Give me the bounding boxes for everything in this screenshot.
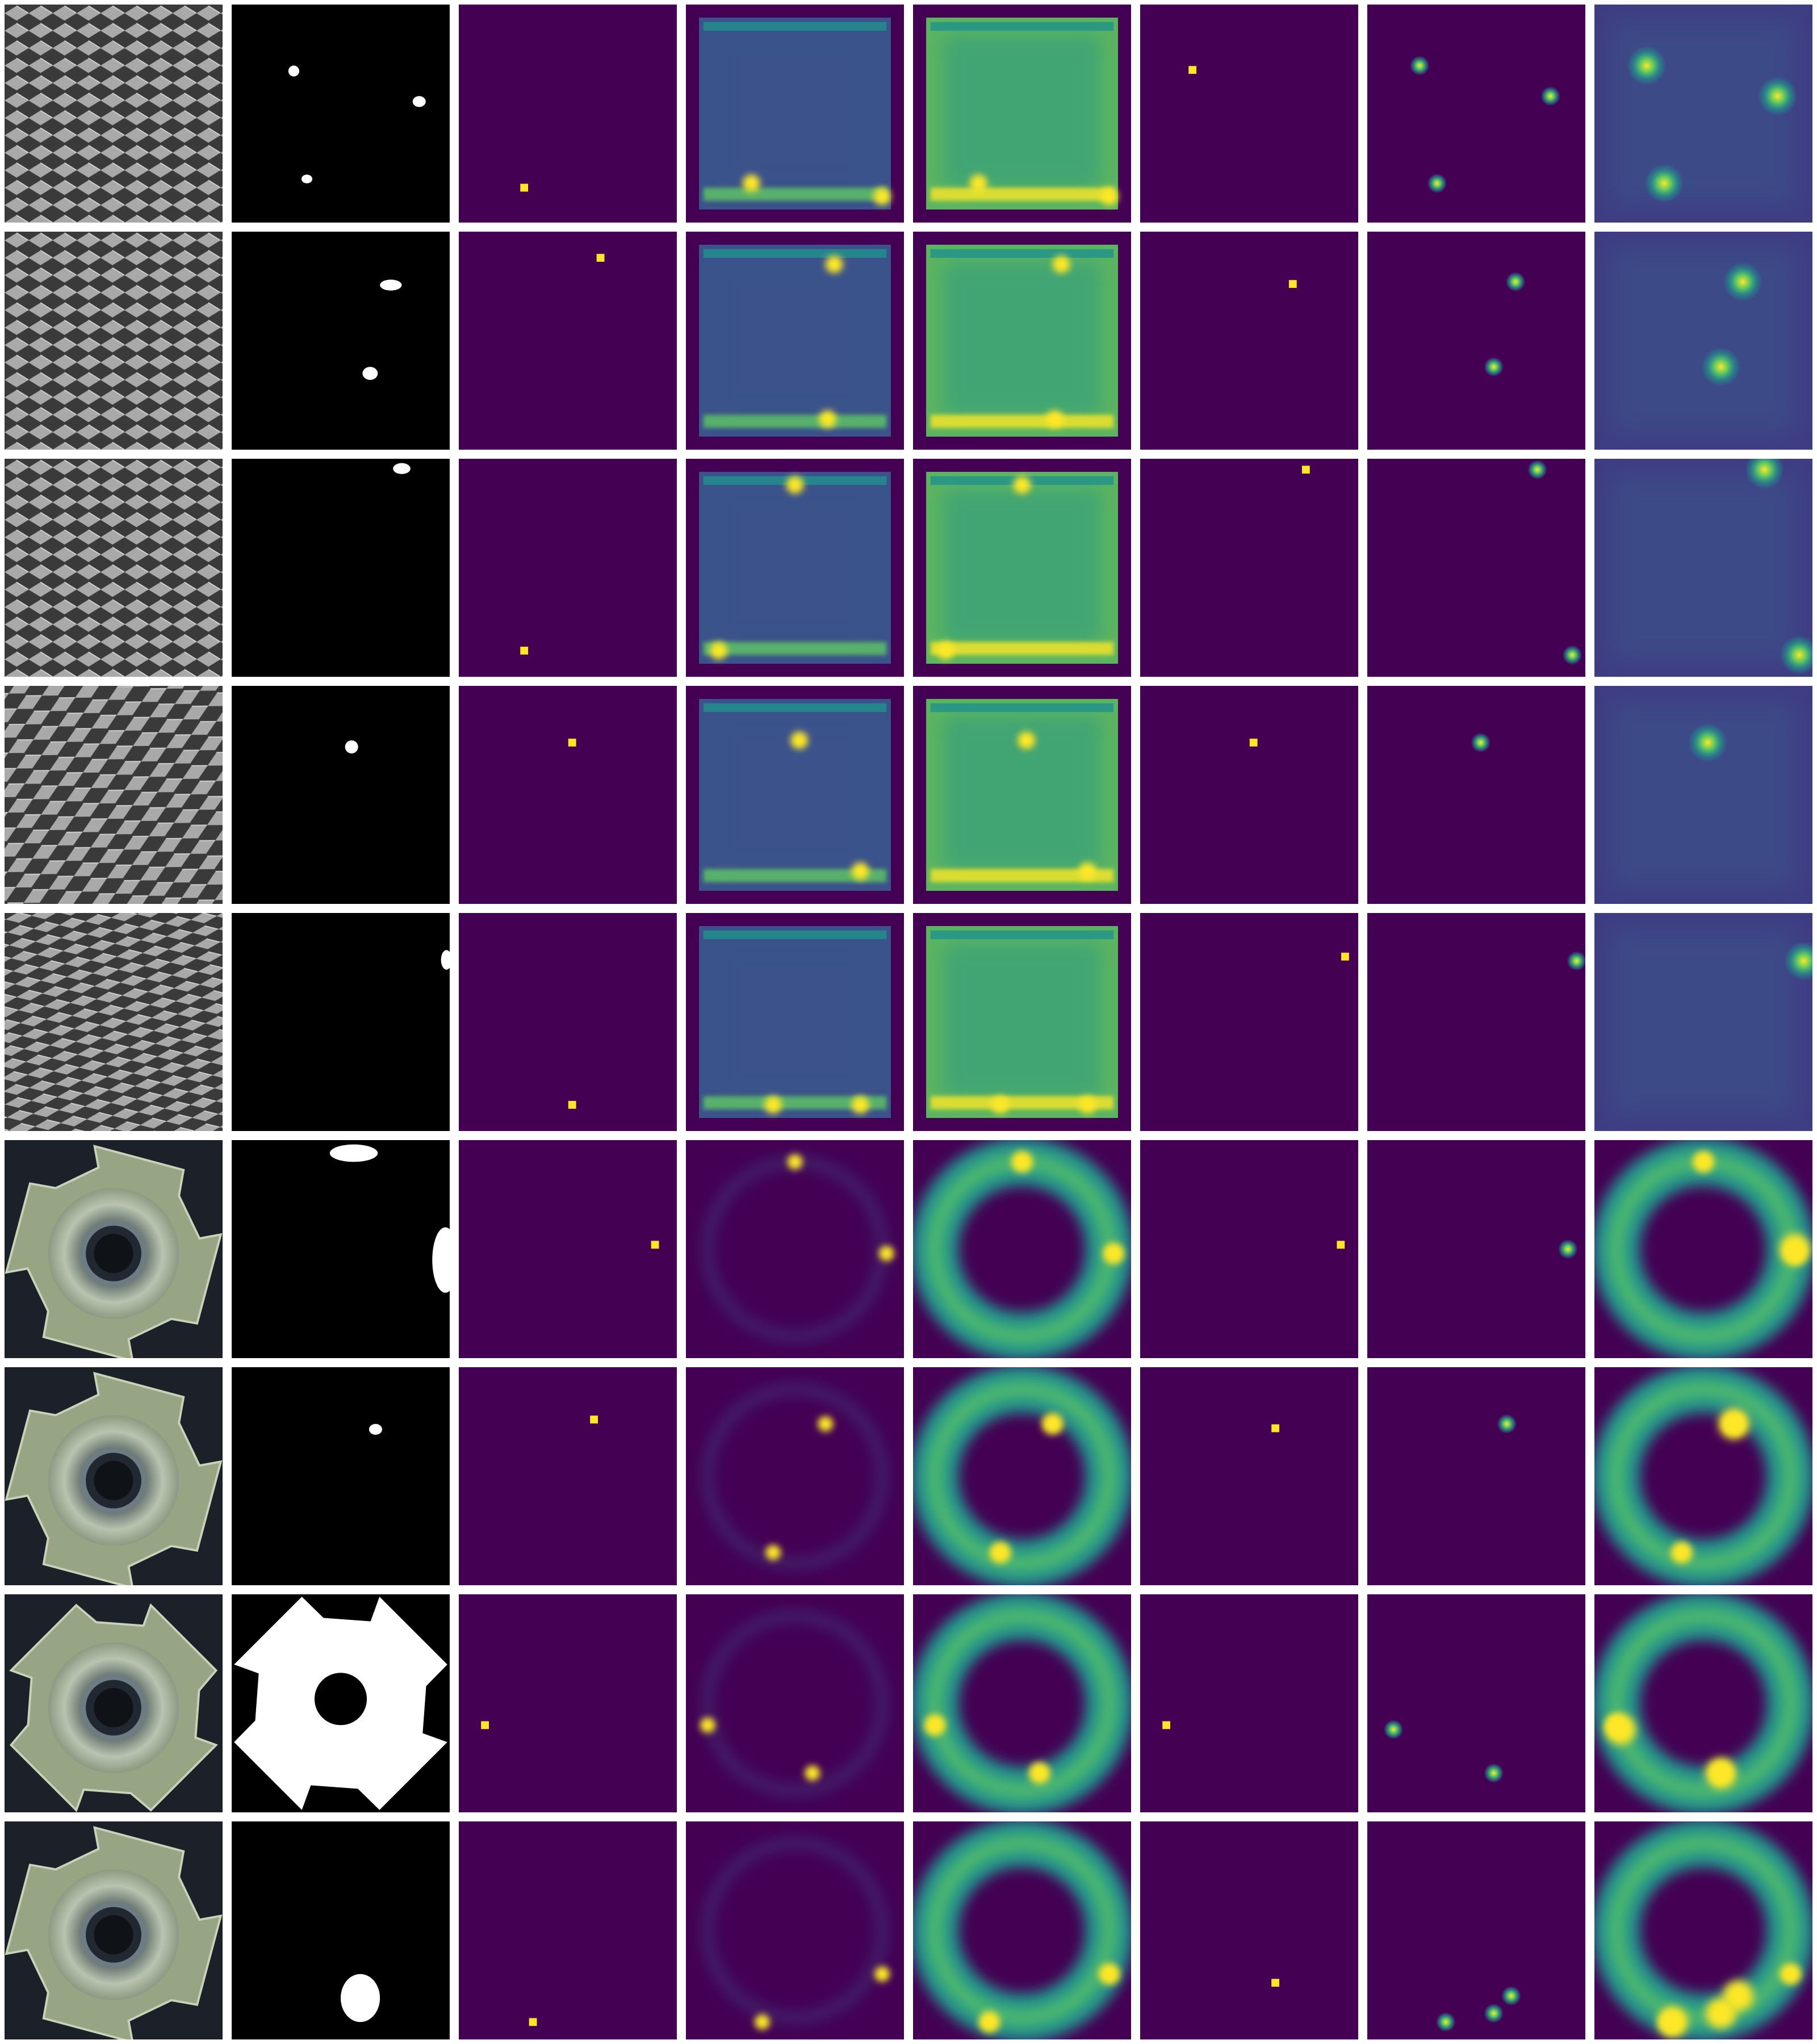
ground-truth-mask-r9 (232, 1821, 450, 2039)
anomaly-heatmap-c-r3 (1367, 459, 1585, 677)
ground-truth-mask-r4 (232, 686, 450, 904)
anomaly-heatmap-b-r5 (913, 913, 1131, 1131)
input-image-r2 (5, 232, 223, 450)
anomaly-heatmap-d-r3 (1594, 459, 1812, 677)
anomaly-heatmap-b-r8 (913, 1594, 1131, 1812)
argmax-peak-map-r7 (459, 1367, 677, 1585)
anomaly-heatmap-a-r3 (686, 459, 904, 677)
anomaly-heatmap-a-r9 (686, 1821, 904, 2039)
anomaly-heatmap-c-r2 (1367, 232, 1585, 450)
argmax-peak-map-r6 (459, 1140, 677, 1358)
anomaly-heatmap-a-r4 (686, 686, 904, 904)
anomaly-heatmap-d-r4 (1594, 686, 1812, 904)
anomaly-heatmap-d-r8 (1594, 1594, 1812, 1812)
argmax-peak-map-b-r9 (1140, 1821, 1358, 2039)
ground-truth-mask-r7 (232, 1367, 450, 1585)
argmax-peak-map-r8 (459, 1594, 677, 1812)
input-image-r6 (5, 1140, 223, 1358)
input-image-r4 (5, 686, 223, 904)
anomaly-heatmap-c-r5 (1367, 913, 1585, 1131)
argmax-peak-map-r5 (459, 913, 677, 1131)
ground-truth-mask-r1 (232, 5, 450, 223)
argmax-peak-map-r4 (459, 686, 677, 904)
argmax-peak-map-r2 (459, 232, 677, 450)
anomaly-heatmap-d-r9 (1594, 1821, 1812, 2039)
input-image-r9 (5, 1821, 223, 2039)
anomaly-heatmap-a-r7 (686, 1367, 904, 1585)
anomaly-heatmap-b-r4 (913, 686, 1131, 904)
input-image-r7 (5, 1367, 223, 1585)
input-image-r1 (5, 5, 223, 223)
input-image-r5 (5, 913, 223, 1131)
anomaly-heatmap-a-r6 (686, 1140, 904, 1358)
anomaly-heatmap-d-r1 (1594, 5, 1812, 223)
input-image-r8 (5, 1594, 223, 1812)
ground-truth-mask-r3 (232, 459, 450, 677)
anomaly-heatmap-b-r1 (913, 5, 1131, 223)
anomaly-heatmap-a-r2 (686, 232, 904, 450)
argmax-peak-map-b-r1 (1140, 5, 1358, 223)
anomaly-heatmap-c-r9 (1367, 1821, 1585, 2039)
argmax-peak-map-b-r6 (1140, 1140, 1358, 1358)
anomaly-heatmap-b-r9 (913, 1821, 1131, 2039)
anomaly-heatmap-a-r5 (686, 913, 904, 1131)
anomaly-heatmap-c-r1 (1367, 5, 1585, 223)
anomaly-heatmap-b-r3 (913, 459, 1131, 677)
anomaly-heatmap-d-r6 (1594, 1140, 1812, 1358)
ground-truth-mask-r6 (232, 1140, 450, 1358)
argmax-peak-map-r1 (459, 5, 677, 223)
ground-truth-mask-r2 (232, 232, 450, 450)
anomaly-heatmap-a-r1 (686, 5, 904, 223)
anomaly-heatmap-c-r8 (1367, 1594, 1585, 1812)
argmax-peak-map-r9 (459, 1821, 677, 2039)
argmax-peak-map-b-r8 (1140, 1594, 1358, 1812)
argmax-peak-map-b-r7 (1140, 1367, 1358, 1585)
anomaly-heatmap-c-r7 (1367, 1367, 1585, 1585)
ground-truth-mask-r5 (232, 913, 450, 1131)
anomaly-heatmap-b-r2 (913, 232, 1131, 450)
anomaly-heatmap-d-r2 (1594, 232, 1812, 450)
argmax-peak-map-b-r3 (1140, 459, 1358, 677)
argmax-peak-map-r3 (459, 459, 677, 677)
anomaly-heatmap-b-r7 (913, 1367, 1131, 1585)
argmax-peak-map-b-r4 (1140, 686, 1358, 904)
anomaly-heatmap-b-r6 (913, 1140, 1131, 1358)
anomaly-heatmap-d-r7 (1594, 1367, 1812, 1585)
anomaly-heatmap-c-r6 (1367, 1140, 1585, 1358)
argmax-peak-map-b-r2 (1140, 232, 1358, 450)
ground-truth-mask-r8 (232, 1594, 450, 1812)
anomaly-heatmap-c-r4 (1367, 686, 1585, 904)
anomaly-heatmap-a-r8 (686, 1594, 904, 1812)
anomaly-heatmap-d-r5 (1594, 913, 1812, 1131)
argmax-peak-map-b-r5 (1140, 913, 1358, 1131)
input-image-r3 (5, 459, 223, 677)
